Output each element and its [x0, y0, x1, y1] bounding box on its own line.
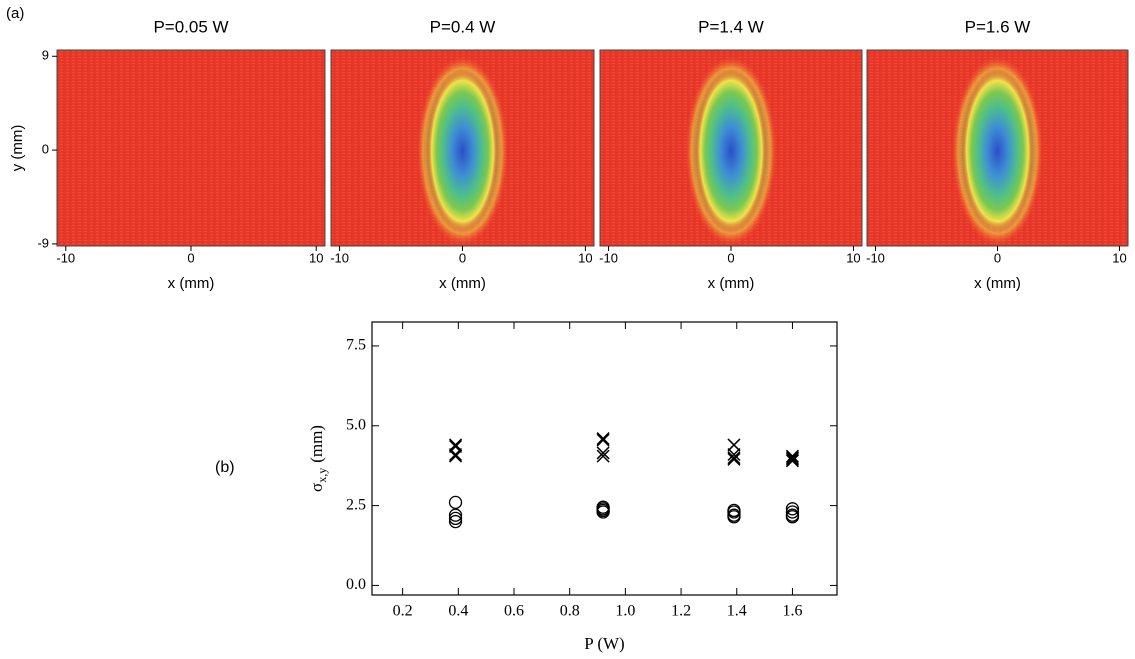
- x-tick-label: 0: [459, 250, 466, 265]
- x-tick-label: 10: [578, 250, 592, 265]
- cross-marker: [596, 446, 610, 460]
- y-axis-label: y (mm): [9, 125, 26, 172]
- cross-marker: [727, 438, 741, 452]
- x-tick-label: 0.6: [504, 603, 524, 620]
- x-tick-label: -10: [866, 250, 885, 265]
- x-tick-label: 1.4: [727, 603, 747, 620]
- cross-marker: [596, 433, 610, 447]
- circle-marker: [785, 510, 800, 524]
- circle-marker: [448, 495, 463, 510]
- y-label-subscript: x,y: [315, 468, 329, 483]
- circle-marker: [448, 508, 463, 522]
- cross-marker: [785, 454, 799, 468]
- x-axis-label: x (mm): [708, 275, 755, 292]
- panel-title: P=1.4 W: [698, 17, 764, 36]
- circle-marker: [448, 511, 463, 526]
- x-tick-label: 0.2: [393, 603, 413, 620]
- cross-marker: [596, 432, 610, 446]
- x-axis-label: P (W): [584, 634, 624, 653]
- y-tick-label: 0.0: [346, 576, 366, 593]
- x-tick-label: 10: [846, 250, 860, 265]
- x-tick-label: 1.2: [671, 603, 691, 620]
- x-tick-label: 1.6: [782, 603, 802, 620]
- x-tick-label: 0.8: [560, 603, 580, 620]
- x-tick-label: 1.0: [615, 603, 635, 620]
- x-tick-label: 0.4: [448, 603, 468, 620]
- beam-spot: [695, 69, 767, 233]
- cross-marker: [727, 447, 741, 462]
- cross-marker: [727, 451, 741, 465]
- x-tick-label: -10: [330, 250, 349, 265]
- beam-spot: [961, 69, 1034, 233]
- circle-marker: [727, 505, 741, 519]
- panel-title: P=0.05 W: [153, 17, 228, 36]
- cross-marker: [785, 449, 799, 463]
- x-tick-label: 0: [994, 250, 1001, 265]
- x-tick-label: 0: [187, 250, 194, 265]
- circle-marker: [596, 505, 610, 519]
- panel-title: P=0.4 W: [430, 17, 496, 36]
- cross-marker: [785, 451, 799, 465]
- x-tick-label: 0: [727, 250, 734, 265]
- cross-marker: [727, 452, 741, 466]
- x-axis-label: x (mm): [168, 275, 215, 292]
- x-axis-label: x (mm): [439, 275, 486, 292]
- y-label-symbol: σ: [307, 483, 326, 492]
- x-tick-label: -10: [56, 250, 75, 265]
- scatter-panel: 0.2 0.4 0.6 0.8 1.0 1.2 1.4 1.6 0.0 2.5 5.0 7.5 P (W…: [307, 321, 838, 653]
- y-tick-label: 9: [42, 48, 49, 63]
- heatmap-image: [57, 50, 325, 246]
- circle-marker: [785, 502, 800, 516]
- circle-marker: [727, 510, 741, 524]
- x-tick-label: 10: [1112, 250, 1126, 265]
- y-label-unit: (mm): [307, 425, 326, 463]
- circle-marker: [448, 514, 463, 529]
- plot-frame: [371, 321, 838, 596]
- y-tick-label: 7.5: [346, 337, 366, 354]
- cross-marker: [449, 449, 463, 463]
- cross-marker: [449, 447, 463, 462]
- cross-marker: [785, 452, 799, 466]
- circle-marker: [785, 505, 800, 519]
- beam-spot: [426, 69, 499, 233]
- panel-label: (a): [6, 5, 24, 22]
- y-tick-label: 2.5: [346, 496, 366, 513]
- panel-label: (b): [215, 459, 235, 476]
- x-tick-label: -10: [599, 250, 618, 265]
- cross-marker: [449, 438, 463, 452]
- panel-title: P=1.6 W: [965, 17, 1031, 36]
- x-axis-label: x (mm): [974, 275, 1021, 292]
- y-axis-label: σx,y (mm): [307, 425, 329, 492]
- y-tick-label: 0: [42, 142, 49, 157]
- cross-marker: [596, 449, 610, 463]
- y-tick-label: 5.0: [346, 416, 366, 433]
- y-tick-label: -9: [37, 235, 49, 250]
- x-tick-label: 10: [309, 250, 323, 265]
